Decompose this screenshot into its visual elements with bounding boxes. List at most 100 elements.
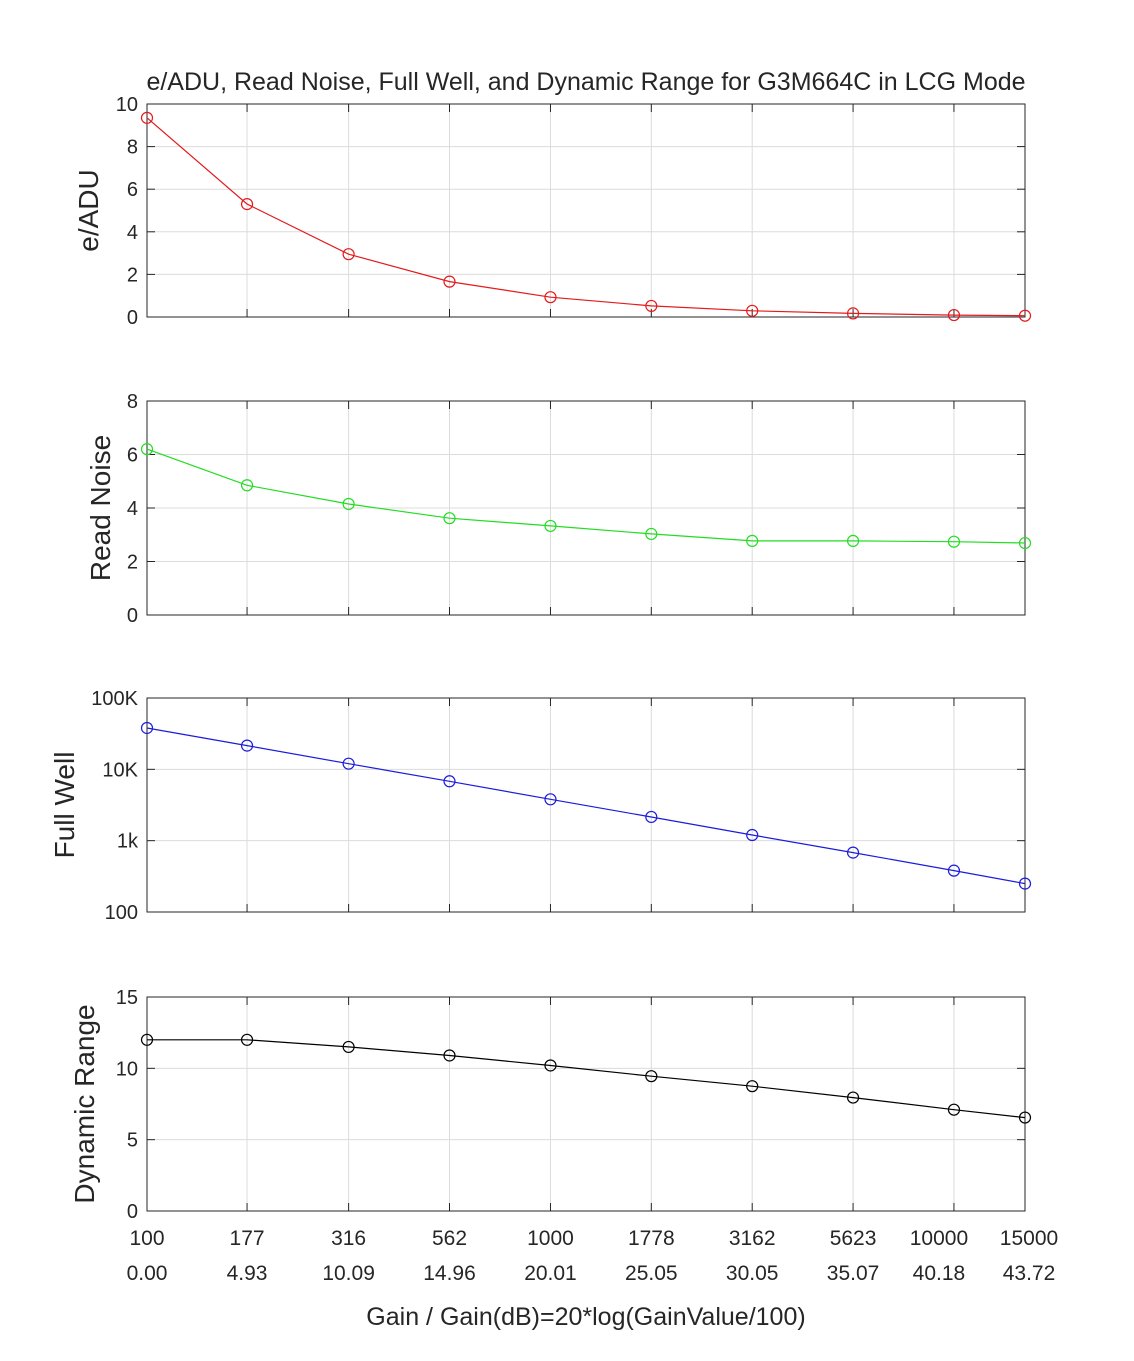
series-line [146, 448, 1026, 544]
data-point [544, 793, 557, 806]
x-tick-label-db: 30.05 [726, 1262, 779, 1285]
y-tick-label: 15 [116, 987, 138, 1009]
x-tick-label-gain: 10000 [910, 1227, 968, 1250]
axes-frame [146, 697, 1026, 913]
data-point [544, 519, 557, 533]
data-point [1018, 1111, 1032, 1124]
axes-frame [146, 103, 1026, 318]
x-tick-label-db: 40.18 [913, 1262, 966, 1285]
x-tick-label-db: 25.05 [625, 1262, 678, 1285]
x-tick-label-gain: 5623 [830, 1227, 877, 1250]
x-tick-label-gain: 316 [331, 1227, 366, 1250]
data-point [746, 1080, 759, 1093]
y-tick-label: 1k [117, 831, 139, 853]
data-point [342, 248, 355, 261]
plot-area [147, 104, 1025, 317]
data-point [443, 1049, 456, 1062]
data-point [544, 291, 557, 304]
x-axis-label: Gain / Gain(dB)=20*log(GainValue/100) [366, 1303, 805, 1331]
y-tick-label: 10K [102, 759, 138, 781]
data-point [947, 1103, 961, 1116]
data-point [443, 275, 456, 288]
data-point [746, 828, 759, 842]
y-tick-label: 2 [127, 264, 138, 286]
data-point [140, 721, 154, 735]
data-point [240, 739, 254, 752]
y-tick-label: 10 [116, 1058, 138, 1080]
x-tick-label-gain: 3162 [729, 1227, 776, 1250]
x-tick-label-db: 14.96 [423, 1262, 476, 1285]
x-axis-ticks: 100 0.00 177 4.93 316 10.09 562 14.96 1000 20.01 1… [127, 1227, 1059, 1285]
data-point [342, 757, 355, 770]
y-tick-label: 0 [127, 605, 138, 627]
y-axis-label: e/ADU [73, 169, 104, 251]
data-point [240, 1033, 254, 1046]
data-point [846, 1091, 860, 1104]
y-tick-label: 6 [127, 445, 138, 467]
y-tick-label: 8 [127, 137, 138, 159]
x-tick-label-db: 35.07 [827, 1262, 880, 1285]
x-tick-label-gain: 100 [129, 1227, 164, 1250]
y-tick-label: 100 [105, 902, 138, 924]
data-point [947, 864, 961, 877]
x-tick-label-gain: 15000 [1000, 1227, 1058, 1250]
data-point [544, 1059, 557, 1072]
data-point [746, 534, 759, 548]
data-point [1018, 536, 1032, 550]
panel-e-adu: 0 2 4 6 8 10 e/ADU [73, 94, 1032, 329]
data-point [342, 497, 355, 511]
x-tick-label-gain: 1778 [628, 1227, 675, 1250]
y-tick-label: 8 [127, 391, 138, 413]
x-tick-label-gain: 177 [230, 1227, 265, 1250]
data-point [645, 527, 658, 541]
y-tick-label: 100K [91, 688, 138, 710]
y-axis-label: Full Well [49, 752, 80, 859]
x-tick-label-gain: 562 [432, 1227, 467, 1250]
data-point [1018, 309, 1032, 322]
series-line [147, 1039, 1026, 1119]
y-tick-label: 10 [116, 94, 138, 116]
data-point [443, 512, 456, 525]
data-point [645, 810, 658, 824]
data-point [1018, 877, 1032, 890]
data-point [645, 1070, 658, 1083]
series-line [146, 727, 1026, 885]
data-point [342, 1040, 355, 1054]
x-tick-label-db: 43.72 [1003, 1262, 1056, 1285]
panel-dynamic-range: 0 5 10 15 Dynamic Range [69, 987, 1032, 1223]
x-tick-label-db: 0.00 [127, 1262, 168, 1285]
chart-title: e/ADU, Read Noise, Full Well, and Dynami… [146, 68, 1025, 96]
y-tick-label: 5 [127, 1130, 138, 1152]
y-tick-label: 0 [127, 307, 138, 329]
data-point [746, 304, 759, 317]
y-tick-label: 0 [127, 1201, 138, 1223]
axes-frame [146, 996, 1026, 1212]
y-tick-label: 2 [127, 552, 138, 574]
data-point [846, 307, 860, 320]
data-point [140, 443, 154, 456]
y-tick-label: 6 [127, 179, 138, 201]
y-tick-label: 4 [127, 498, 138, 520]
data-point [645, 299, 658, 313]
panel-full-well: 100 1k 10K 100K Full Well [49, 688, 1032, 924]
x-tick-label-gain: 1000 [527, 1227, 574, 1250]
data-point [140, 111, 154, 124]
data-point [240, 479, 254, 492]
data-point [240, 198, 254, 211]
y-axis-label: Dynamic Range [69, 1004, 100, 1203]
plot-area [147, 997, 1025, 1211]
y-axis-label: Read Noise [85, 435, 116, 581]
data-point [846, 846, 860, 859]
x-tick-label-db: 4.93 [227, 1262, 268, 1285]
data-point [443, 775, 456, 788]
series-line [146, 117, 1026, 317]
x-tick-label-db: 10.09 [322, 1262, 375, 1285]
panel-read-noise: 0 2 4 6 8 Read Noise [85, 391, 1032, 627]
data-point [947, 535, 961, 548]
y-tick-label: 4 [127, 222, 138, 244]
data-point [140, 1033, 154, 1046]
x-tick-label-db: 20.01 [524, 1262, 577, 1285]
data-point [846, 534, 860, 548]
data-point [947, 308, 961, 322]
